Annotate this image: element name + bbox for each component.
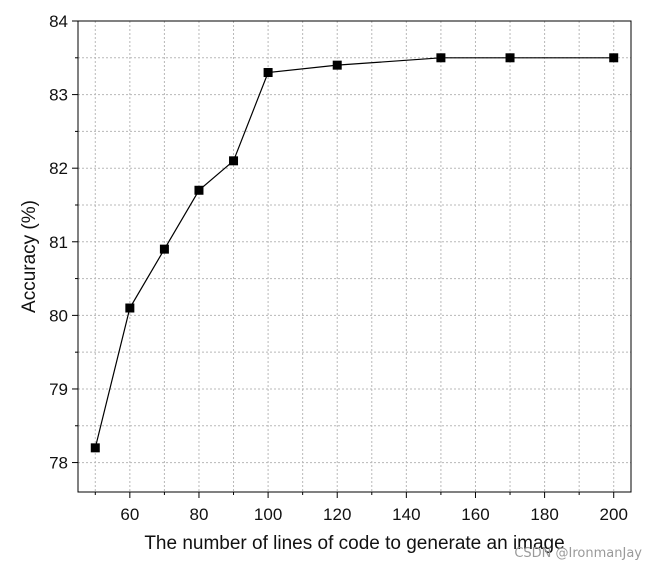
data-point xyxy=(194,185,204,195)
data-point xyxy=(332,60,342,70)
y-tick-label: 80 xyxy=(49,306,68,325)
x-tick-label: 80 xyxy=(190,505,209,524)
x-tick-labels: 60 80 100 120 140 160 180 200 xyxy=(120,505,628,524)
series-line xyxy=(94,57,614,448)
x-tick-label: 180 xyxy=(530,505,558,524)
x-tick-label: 60 xyxy=(120,505,139,524)
watermark: CSDN @IronmanJay xyxy=(514,546,642,561)
data-point xyxy=(263,68,273,78)
y-tick-label: 79 xyxy=(49,380,68,399)
x-tick-label: 200 xyxy=(600,505,628,524)
y-tick-label: 81 xyxy=(49,233,68,252)
grid-lines xyxy=(78,21,631,492)
x-tick-label: 100 xyxy=(254,505,282,524)
data-point xyxy=(505,53,515,63)
y-tick-labels: 78 79 80 81 82 83 84 xyxy=(49,12,68,473)
series-markers xyxy=(90,53,619,453)
x-tick-label: 140 xyxy=(392,505,420,524)
data-point xyxy=(125,303,135,313)
data-point xyxy=(609,53,619,63)
data-point xyxy=(90,443,100,453)
y-tick-label: 84 xyxy=(49,12,68,31)
data-point xyxy=(436,53,446,63)
plot-frame xyxy=(77,20,632,493)
axis-ticks xyxy=(72,20,615,498)
x-tick-label: 160 xyxy=(461,505,489,524)
y-axis-title: Accuracy (%) xyxy=(19,200,40,313)
data-point xyxy=(229,156,239,166)
y-tick-label: 78 xyxy=(49,454,68,473)
y-tick-label: 82 xyxy=(49,159,68,178)
y-tick-label: 83 xyxy=(49,86,68,105)
data-point xyxy=(159,244,169,254)
x-axis-title: The number of lines of code to generate … xyxy=(144,533,564,554)
x-tick-label: 120 xyxy=(323,505,351,524)
